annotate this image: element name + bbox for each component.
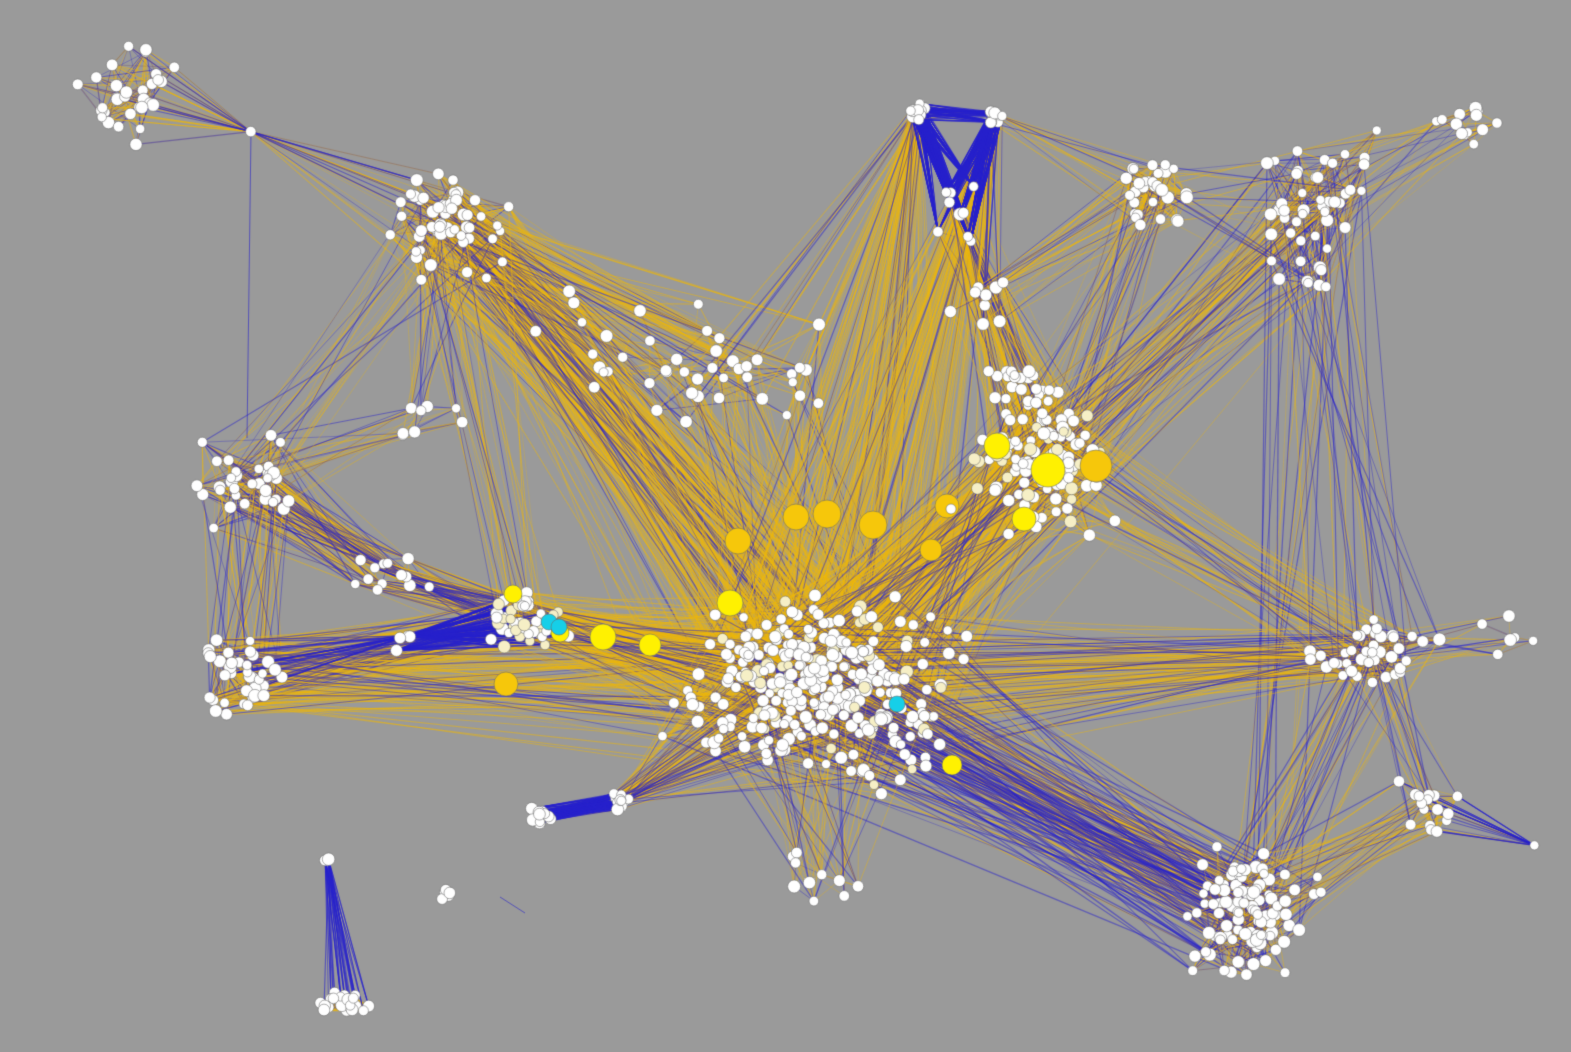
network-graph-canvas[interactable] (0, 0, 1571, 1052)
graph-viewport (0, 0, 1571, 1052)
